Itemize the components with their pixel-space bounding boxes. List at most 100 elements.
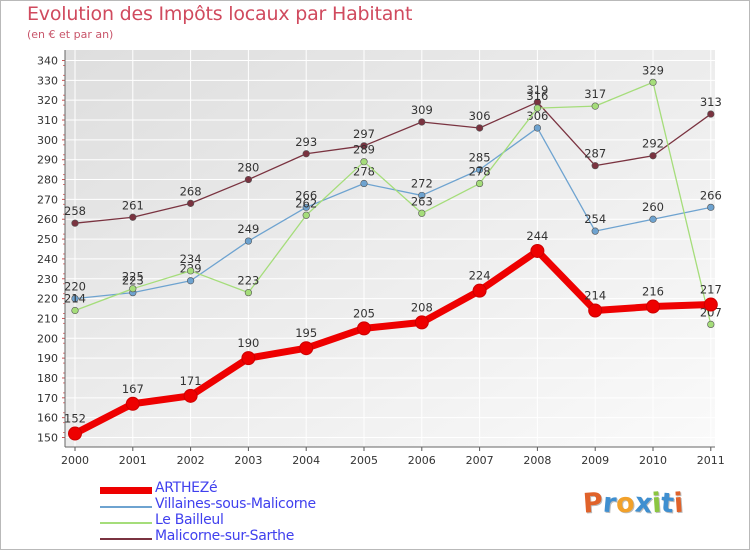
y-tick-label: 290 (37, 154, 58, 167)
data-label: 244 (526, 229, 548, 243)
logo-letter: i (673, 487, 685, 520)
data-point (183, 388, 198, 403)
x-tick-label: 2007 (466, 454, 494, 467)
data-point (649, 78, 657, 86)
data-point (591, 162, 599, 170)
data-point (418, 191, 426, 200)
data-label: 214 (584, 289, 606, 303)
data-point (476, 124, 484, 132)
data-label: 214 (64, 292, 86, 306)
legend-swatch (100, 538, 152, 540)
data-point (71, 306, 79, 315)
data-label: 217 (700, 283, 722, 297)
data-label: 297 (353, 127, 375, 141)
data-label: 261 (122, 198, 144, 212)
data-label: 216 (642, 285, 664, 299)
data-point (533, 104, 542, 112)
data-point (649, 215, 657, 223)
data-point (244, 175, 252, 184)
legend-label: Villaines-sous-Malicorne (155, 496, 316, 512)
data-label: 171 (180, 374, 202, 388)
data-label: 225 (122, 270, 144, 284)
x-tick-label: 2006 (408, 454, 436, 467)
data-label: 306 (526, 109, 548, 123)
y-tick-label: 180 (37, 372, 58, 385)
data-point (414, 315, 429, 330)
data-label: 195 (295, 326, 317, 340)
x-tick-label: 2010 (639, 454, 667, 467)
data-point (476, 179, 484, 188)
data-label: 190 (237, 336, 259, 350)
data-label: 208 (411, 300, 433, 314)
legend-swatch (100, 522, 152, 524)
x-tick-label: 2004 (292, 454, 320, 467)
data-label: 313 (700, 95, 722, 109)
data-point (241, 351, 256, 366)
y-tick-label: 340 (37, 55, 58, 68)
data-point (125, 396, 140, 411)
data-point (530, 243, 545, 258)
x-tick-label: 2002 (177, 454, 205, 467)
y-tick-label: 330 (37, 74, 58, 87)
y-tick-label: 200 (37, 332, 58, 345)
data-label: 306 (469, 109, 491, 123)
data-label: 258 (64, 204, 86, 218)
logo-letter: o (615, 487, 636, 520)
data-point (360, 158, 368, 166)
data-label: 272 (411, 176, 433, 190)
chart-title: Evolution des Impôts locaux par Habitant (27, 3, 413, 25)
data-point (302, 150, 310, 158)
y-tick-label: 220 (37, 293, 58, 306)
data-point (649, 152, 657, 160)
data-label: 309 (411, 103, 433, 117)
data-point (187, 277, 195, 285)
y-tick-label: 210 (37, 312, 58, 325)
data-label: 293 (295, 135, 317, 149)
series-line-le-bailleul (74, 81, 712, 326)
data-point (187, 199, 195, 207)
data-point (476, 166, 484, 174)
data-point (707, 320, 715, 329)
data-label: 260 (642, 200, 664, 214)
data-label: 205 (353, 306, 375, 320)
data-point (360, 179, 368, 188)
data-point (472, 283, 487, 298)
legend-label: ARTHEZé (155, 480, 218, 496)
data-point (418, 118, 426, 126)
proxiti-logo: Proxiti (581, 487, 685, 520)
y-tick-label: 160 (37, 412, 58, 425)
data-label: 266 (295, 188, 317, 202)
data-label: 285 (469, 151, 491, 165)
data-label: 254 (584, 212, 606, 226)
data-label: 278 (469, 165, 491, 179)
logo-letter: P (581, 487, 604, 520)
data-label: 167 (122, 382, 144, 396)
y-tick-label: 230 (37, 273, 58, 286)
data-label: 278 (353, 165, 375, 179)
data-point (302, 203, 310, 211)
data-label: 289 (353, 143, 375, 157)
data-label: 316 (526, 89, 548, 103)
data-label: 292 (642, 137, 664, 151)
y-tick-label: 280 (37, 174, 58, 187)
data-label: 263 (411, 194, 433, 208)
y-tick-label: 250 (37, 233, 58, 246)
data-point (299, 341, 314, 356)
legend-swatch (100, 487, 152, 494)
data-point (418, 209, 426, 217)
x-tick-label: 2011 (697, 454, 725, 467)
data-label: 220 (64, 280, 86, 294)
y-tick-label: 170 (37, 392, 58, 405)
plot-area (65, 50, 715, 447)
data-point (703, 297, 718, 312)
data-label: 262 (295, 196, 317, 210)
data-point (646, 299, 660, 314)
data-label: 224 (469, 269, 491, 283)
data-label: 152 (64, 412, 86, 426)
legend-swatch (100, 506, 152, 508)
legend-label: Malicorne-sur-Sarthe (155, 528, 295, 544)
data-label: 317 (584, 87, 606, 101)
data-label: 223 (122, 274, 144, 288)
data-point (129, 213, 137, 221)
data-label: 234 (180, 252, 202, 266)
